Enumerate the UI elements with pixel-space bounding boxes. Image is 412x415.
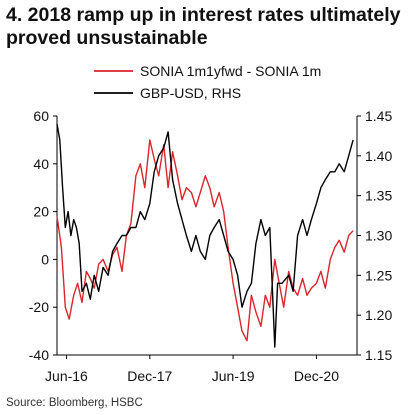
- right-tick-label: 1.15: [365, 347, 392, 363]
- x-axis-ticks: Jun-16 Dec-17 Jun-19 Dec-20: [45, 355, 339, 384]
- x-tick-label: Dec-20: [294, 368, 339, 384]
- right-axis-ticks: 1.15 1.20 1.25 1.30 1.35 1.40 1.45: [357, 108, 392, 363]
- left-tick-label: -40: [29, 347, 49, 363]
- left-tick-label: 60: [33, 108, 49, 124]
- left-tick-label: 40: [33, 156, 49, 172]
- series-layer: [56, 123, 354, 348]
- left-tick-label: 20: [33, 204, 49, 220]
- left-tick-label: -20: [29, 299, 49, 315]
- x-tick-label: Jun-16: [45, 368, 88, 384]
- right-tick-label: 1.45: [365, 108, 392, 124]
- series-line-1: [56, 123, 354, 348]
- right-tick-label: 1.40: [365, 148, 392, 164]
- x-tick-label: Dec-17: [127, 368, 172, 384]
- right-tick-label: 1.35: [365, 188, 392, 204]
- right-tick-label: 1.30: [365, 228, 392, 244]
- right-tick-label: 1.20: [365, 307, 392, 323]
- series-line-0: [56, 139, 354, 342]
- chart-title: 4. 2018 ramp up in interest rates ultima…: [6, 4, 401, 49]
- legend-label-series-0: SONIA 1m1yfwd - SONIA 1m: [140, 63, 321, 79]
- legend: SONIA 1m1yfwd - SONIA 1m GBP-USD, RHS: [94, 63, 321, 101]
- legend-label-series-1: GBP-USD, RHS: [140, 85, 241, 101]
- left-axis-ticks: -40 -20 0 20 40 60: [29, 108, 57, 363]
- source-note: Source: Bloomberg, HSBC: [6, 397, 143, 409]
- x-tick-label: Jun-19: [212, 368, 255, 384]
- left-tick-label: 0: [41, 251, 49, 267]
- right-tick-label: 1.25: [365, 267, 392, 283]
